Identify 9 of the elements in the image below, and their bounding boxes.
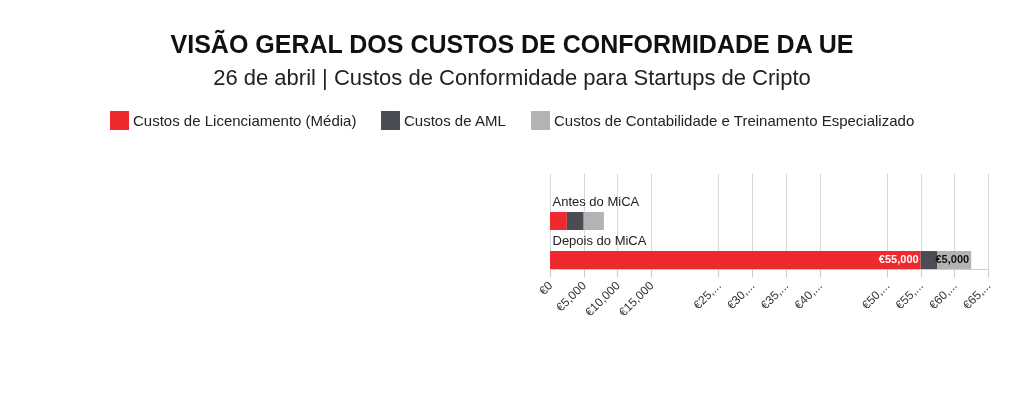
- x-tick-label: €0: [536, 278, 556, 298]
- data-label: €55,000: [878, 253, 919, 266]
- legend-label: Custos de Contabilidade e Treinamento Especializado: [554, 111, 915, 129]
- legend-label: Custos de Licenciamento (Média): [133, 111, 357, 129]
- chart-title: VISÃO GERAL DOS CUSTOS DE CONFORMIDADE DA UE: [170, 29, 854, 58]
- legend-label: Custos de AML: [404, 111, 506, 129]
- y-tick-label: Depois do MiCA: [552, 233, 647, 249]
- y-tick-label: Antes do MiCA: [552, 194, 640, 209]
- chart-subtitle: 26 de abril | Custos de Conformidade para Startups de Cripto: [213, 65, 811, 90]
